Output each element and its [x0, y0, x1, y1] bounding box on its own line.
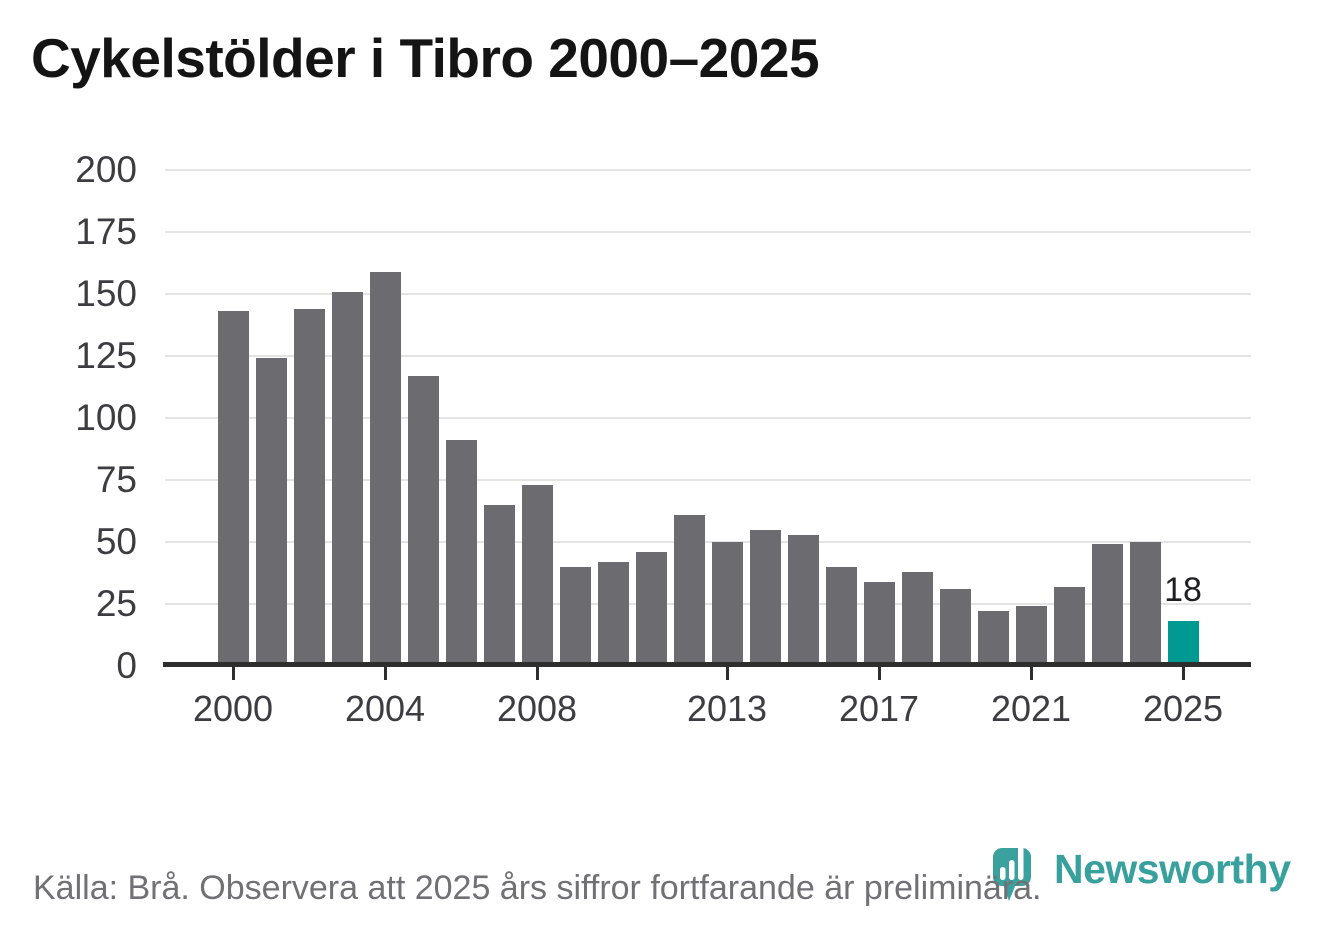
- newsworthy-badge-icon: [993, 844, 1031, 901]
- bar-2012: [673, 514, 705, 666]
- x-tick: [725, 667, 729, 680]
- bar-2013: [711, 542, 743, 666]
- y-tick-label: 150: [75, 273, 137, 314]
- y-tick-label: 175: [75, 211, 137, 252]
- bar-2021: [1015, 606, 1047, 666]
- bar-value-label: 18: [1164, 571, 1202, 610]
- bar-2023: [1091, 544, 1123, 666]
- gridline: [165, 231, 1251, 233]
- bar-2024: [1129, 542, 1161, 666]
- bar-2005: [407, 375, 439, 666]
- bar-2002: [293, 308, 325, 666]
- x-tick-label: 2017: [838, 688, 920, 729]
- bar-2008: [521, 484, 553, 666]
- gridline: [165, 417, 1251, 419]
- x-tick: [1029, 667, 1033, 680]
- x-tick-label: 2025: [1142, 688, 1224, 729]
- gridline: [165, 293, 1251, 295]
- bar-2022: [1053, 586, 1085, 666]
- bar-2019: [939, 589, 971, 666]
- gridline: [165, 169, 1251, 171]
- x-tick-label: 2004: [344, 688, 426, 729]
- bar-2017: [863, 581, 895, 666]
- bar-2011: [635, 551, 667, 666]
- gridline: [165, 541, 1251, 543]
- y-tick-label: 200: [75, 149, 137, 190]
- y-tick-label: 0: [116, 645, 137, 686]
- bar-2018: [901, 571, 933, 666]
- bar-2001: [255, 358, 287, 666]
- bar-2025: [1167, 621, 1199, 666]
- bar-2014: [749, 529, 781, 666]
- bar-2006: [445, 440, 477, 666]
- gridline: [165, 479, 1251, 481]
- y-tick-label: 25: [95, 583, 137, 624]
- x-axis-line: [163, 662, 1251, 667]
- y-tick-label: 50: [95, 521, 137, 562]
- bar-2007: [483, 504, 515, 666]
- bar-2015: [787, 534, 819, 666]
- y-tick-label: 125: [75, 335, 137, 376]
- gridline: [165, 603, 1251, 605]
- x-tick: [1181, 667, 1185, 680]
- chart-title: Cykelstölder i Tibro 2000–2025: [31, 27, 820, 89]
- bar-2020: [977, 611, 1009, 666]
- x-tick-label: 2021: [990, 688, 1072, 729]
- bar-2016: [825, 566, 857, 666]
- source-note: Källa: Brå. Observera att 2025 års siffr…: [33, 869, 1042, 907]
- x-tick: [877, 667, 881, 680]
- x-tick-label: 2013: [686, 688, 768, 729]
- bar-2000: [217, 311, 249, 666]
- bar-2010: [597, 561, 629, 666]
- y-tick-label: 75: [95, 459, 137, 500]
- bar-2003: [331, 291, 363, 666]
- x-tick: [383, 667, 387, 680]
- bar-2004: [369, 271, 401, 666]
- gridline: [165, 355, 1251, 357]
- x-tick-label: 2000: [192, 688, 274, 729]
- x-tick: [231, 667, 235, 680]
- x-tick: [535, 667, 539, 680]
- y-tick-label: 100: [75, 397, 137, 438]
- x-tick-label: 2008: [496, 688, 578, 729]
- newsworthy-logo-text: Newsworthy: [1054, 846, 1291, 892]
- bar-2009: [559, 566, 591, 666]
